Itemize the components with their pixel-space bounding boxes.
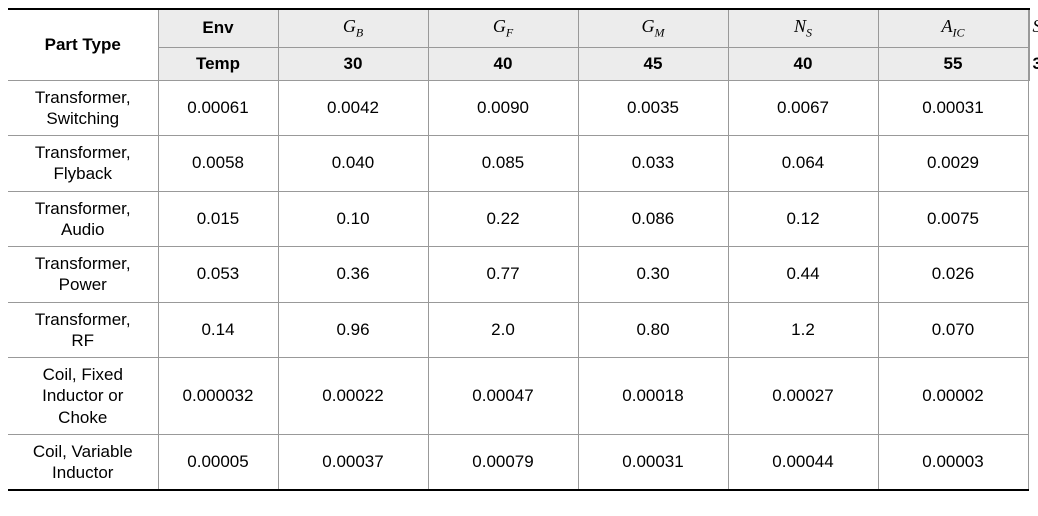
value-cell: 0.086 [578,191,728,247]
reliability-table: Part Type Env GB GF GM NS AIC SF Temp 30… [8,8,1030,491]
value-cell: 2.0 [428,302,578,358]
value-cell: 0.040 [278,136,428,192]
value-cell: 0.070 [878,302,1028,358]
value-cell: 0.00061 [158,80,278,136]
temp-val-0: 30 [278,47,428,80]
col-symbol-1: GF [428,9,578,47]
value-cell: 0.015 [158,191,278,247]
value-cell: 0.00003 [878,434,1028,490]
temp-val-4: 55 [878,47,1028,80]
table-row: Transformer,Power0.0530.360.770.300.440.… [8,247,1030,303]
part-name-cell: Transformer,Power [8,247,158,303]
value-cell: 0.36 [278,247,428,303]
sym-base: G [642,16,655,36]
value-cell: 0.0058 [158,136,278,192]
value-cell: 0.00018 [578,358,728,435]
value-cell: 0.026 [878,247,1028,303]
sym-sub: B [356,26,363,40]
sym-base: A [942,16,953,36]
temp-val-5: 30 [1028,47,1030,80]
part-name-cell: Transformer,Switching [8,80,158,136]
value-cell: 0.033 [578,136,728,192]
value-cell: 0.96 [278,302,428,358]
part-name-cell: Coil, VariableInductor [8,434,158,490]
sym-sub: IC [953,26,965,40]
value-cell: 0.00022 [278,358,428,435]
value-cell: 0.0075 [878,191,1028,247]
value-cell: 0.14 [158,302,278,358]
value-cell: 0.000032 [158,358,278,435]
value-cell: 0.00005 [158,434,278,490]
temp-header: Temp [158,47,278,80]
table-row: Transformer,Switching0.000610.00420.0090… [8,80,1030,136]
part-type-header: Part Type [8,9,158,80]
value-cell: 1.2 [728,302,878,358]
value-cell: 0.12 [728,191,878,247]
sym-base: N [794,16,806,36]
value-cell: 0.22 [428,191,578,247]
table-row: Transformer,Audio0.0150.100.220.0860.120… [8,191,1030,247]
env-header: Env [158,9,278,47]
sym-sub: M [655,26,665,40]
value-cell: 0.00047 [428,358,578,435]
value-cell: 0.00027 [728,358,878,435]
sym-sub: S [806,26,812,40]
value-cell: 0.053 [158,247,278,303]
part-name-cell: Transformer,RF [8,302,158,358]
col-symbol-3: NS [728,9,878,47]
value-cell: 0.00031 [878,80,1028,136]
part-name-cell: Transformer,Flyback [8,136,158,192]
value-cell: 0.0042 [278,80,428,136]
value-cell: 0.00031 [578,434,728,490]
table-row: Coil, VariableInductor0.000050.000370.00… [8,434,1030,490]
header-row-1: Part Type Env GB GF GM NS AIC SF [8,9,1030,47]
sym-base: G [343,16,356,36]
value-cell: 0.00044 [728,434,878,490]
temp-val-2: 45 [578,47,728,80]
value-cell: 0.30 [578,247,728,303]
value-cell: 0.77 [428,247,578,303]
sym-base: S [1033,16,1038,36]
value-cell: 0.80 [578,302,728,358]
header-row-2: Temp 30 40 45 40 55 30 [8,47,1030,80]
col-symbol-5: SF [1028,9,1030,47]
value-cell: 0.0029 [878,136,1028,192]
value-cell: 0.0035 [578,80,728,136]
sym-base: G [493,16,506,36]
temp-val-1: 40 [428,47,578,80]
value-cell: 0.0090 [428,80,578,136]
value-cell: 0.064 [728,136,878,192]
value-cell: 0.00002 [878,358,1028,435]
table-row: Transformer,RF0.140.962.00.801.20.070 [8,302,1030,358]
value-cell: 0.10 [278,191,428,247]
table-row: Transformer,Flyback0.00580.0400.0850.033… [8,136,1030,192]
table-row: Coil, FixedInductor orChoke0.0000320.000… [8,358,1030,435]
col-symbol-2: GM [578,9,728,47]
col-symbol-4: AIC [878,9,1028,47]
sym-sub: F [506,26,513,40]
part-name-cell: Coil, FixedInductor orChoke [8,358,158,435]
col-symbol-0: GB [278,9,428,47]
part-name-cell: Transformer,Audio [8,191,158,247]
temp-val-3: 40 [728,47,878,80]
value-cell: 0.44 [728,247,878,303]
value-cell: 0.0067 [728,80,878,136]
value-cell: 0.00037 [278,434,428,490]
value-cell: 0.00079 [428,434,578,490]
value-cell: 0.085 [428,136,578,192]
